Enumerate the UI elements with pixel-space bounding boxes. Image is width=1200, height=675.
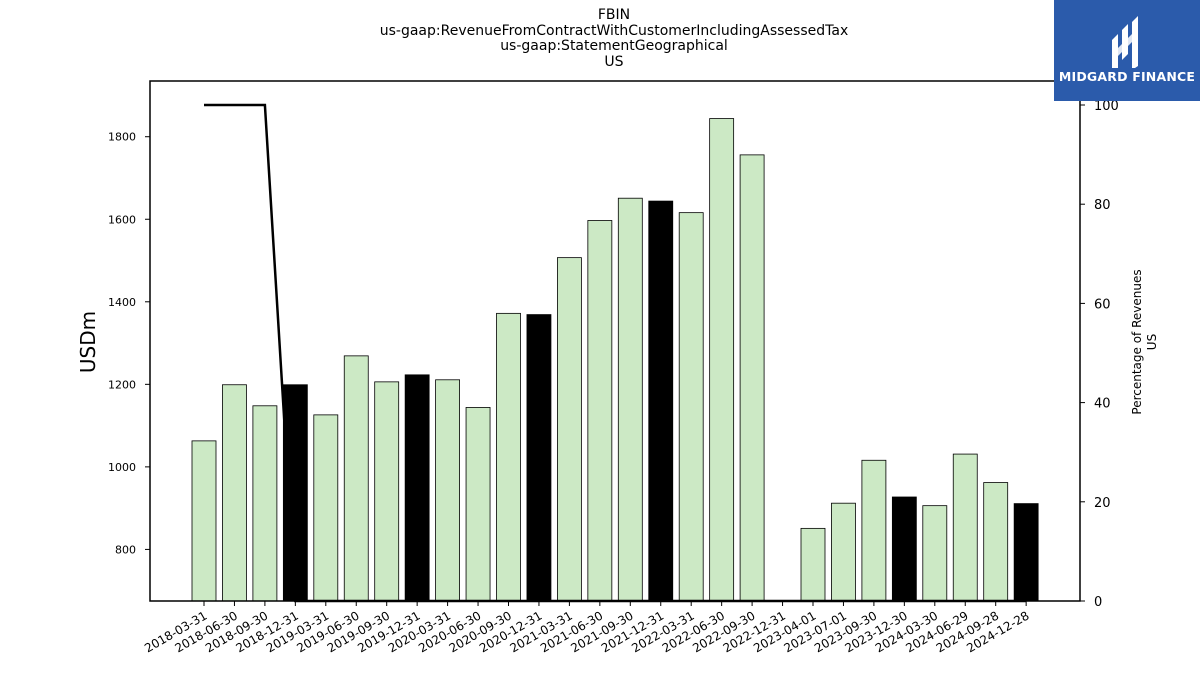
midgard-logo-icon bbox=[1112, 16, 1138, 68]
bar-2024-12-28 bbox=[1013, 503, 1039, 602]
y-tick-label-1200: 1200 bbox=[108, 378, 136, 391]
bar-2020-12-31 bbox=[526, 314, 552, 602]
bar-2018-09-30 bbox=[252, 405, 278, 602]
bar-2022-03-31 bbox=[678, 212, 704, 602]
bar-2024-09-28 bbox=[983, 482, 1009, 602]
y2-tick-label-40: 40 bbox=[1094, 397, 1111, 412]
y-axis-label: USDm bbox=[76, 311, 100, 373]
y-tick-label-1600: 1600 bbox=[108, 213, 136, 226]
chart-title: FBIN us-gaap:RevenueFromContractWithCust… bbox=[314, 7, 914, 71]
bar-2023-07-01 bbox=[831, 502, 856, 602]
bars-layer bbox=[191, 118, 1039, 602]
logo-text: MIDGARD FINANCE bbox=[1058, 69, 1196, 84]
bar-2018-06-30 bbox=[222, 384, 247, 602]
y2-tick-label-100: 100 bbox=[1094, 99, 1119, 114]
bar-2024-03-30 bbox=[922, 505, 948, 602]
bar-2018-03-31 bbox=[191, 440, 217, 602]
bar-2022-06-30 bbox=[709, 118, 735, 602]
bar-2019-09-30 bbox=[374, 381, 400, 602]
bar-2019-06-30 bbox=[343, 355, 369, 602]
y-tick-label-1400: 1400 bbox=[108, 296, 136, 309]
bar-2020-06-30 bbox=[465, 407, 491, 602]
bar-2019-12-31 bbox=[404, 374, 430, 602]
bar-2021-03-31 bbox=[557, 257, 582, 602]
bar-2018-12-31 bbox=[282, 384, 308, 602]
bar-2022-09-30 bbox=[739, 154, 765, 602]
secondary-y-axis-label-line1: Percentage of Revenues bbox=[1130, 269, 1144, 414]
y2-tick-label-80: 80 bbox=[1094, 198, 1111, 213]
title-ticker: FBIN bbox=[597, 7, 631, 23]
midgard-finance-logo: MIDGARD FINANCE bbox=[1054, 0, 1200, 101]
bar-2019-03-31 bbox=[313, 414, 339, 602]
bar-2023-04-01 bbox=[800, 527, 826, 602]
y2-tick-label-20: 20 bbox=[1094, 496, 1111, 511]
y2-tick-label-60: 60 bbox=[1094, 297, 1111, 312]
bar-2024-06-29 bbox=[952, 453, 978, 602]
title-concept: us-gaap:RevenueFromContractWithCustomerI… bbox=[379, 22, 849, 39]
bar-2021-12-31 bbox=[648, 200, 674, 602]
bar-2023-12-30 bbox=[891, 496, 917, 602]
bar-2021-06-30 bbox=[587, 220, 613, 602]
secondary-y-axis-label-line2: US bbox=[1145, 334, 1159, 350]
bar-2020-09-30 bbox=[496, 312, 521, 602]
bar-2021-09-30 bbox=[617, 197, 643, 602]
bar-2023-09-30 bbox=[861, 459, 887, 602]
title-member: US bbox=[604, 54, 624, 71]
plot-frame bbox=[149, 80, 1081, 602]
title-axis: us-gaap:StatementGeographical bbox=[500, 38, 728, 55]
y-tick-label-800: 800 bbox=[115, 543, 136, 556]
y2-tick-label-0: 0 bbox=[1094, 595, 1102, 610]
y-tick-label-1800: 1800 bbox=[108, 131, 136, 144]
bar-2020-03-31 bbox=[435, 379, 461, 602]
y-tick-label-1000: 1000 bbox=[108, 461, 136, 474]
